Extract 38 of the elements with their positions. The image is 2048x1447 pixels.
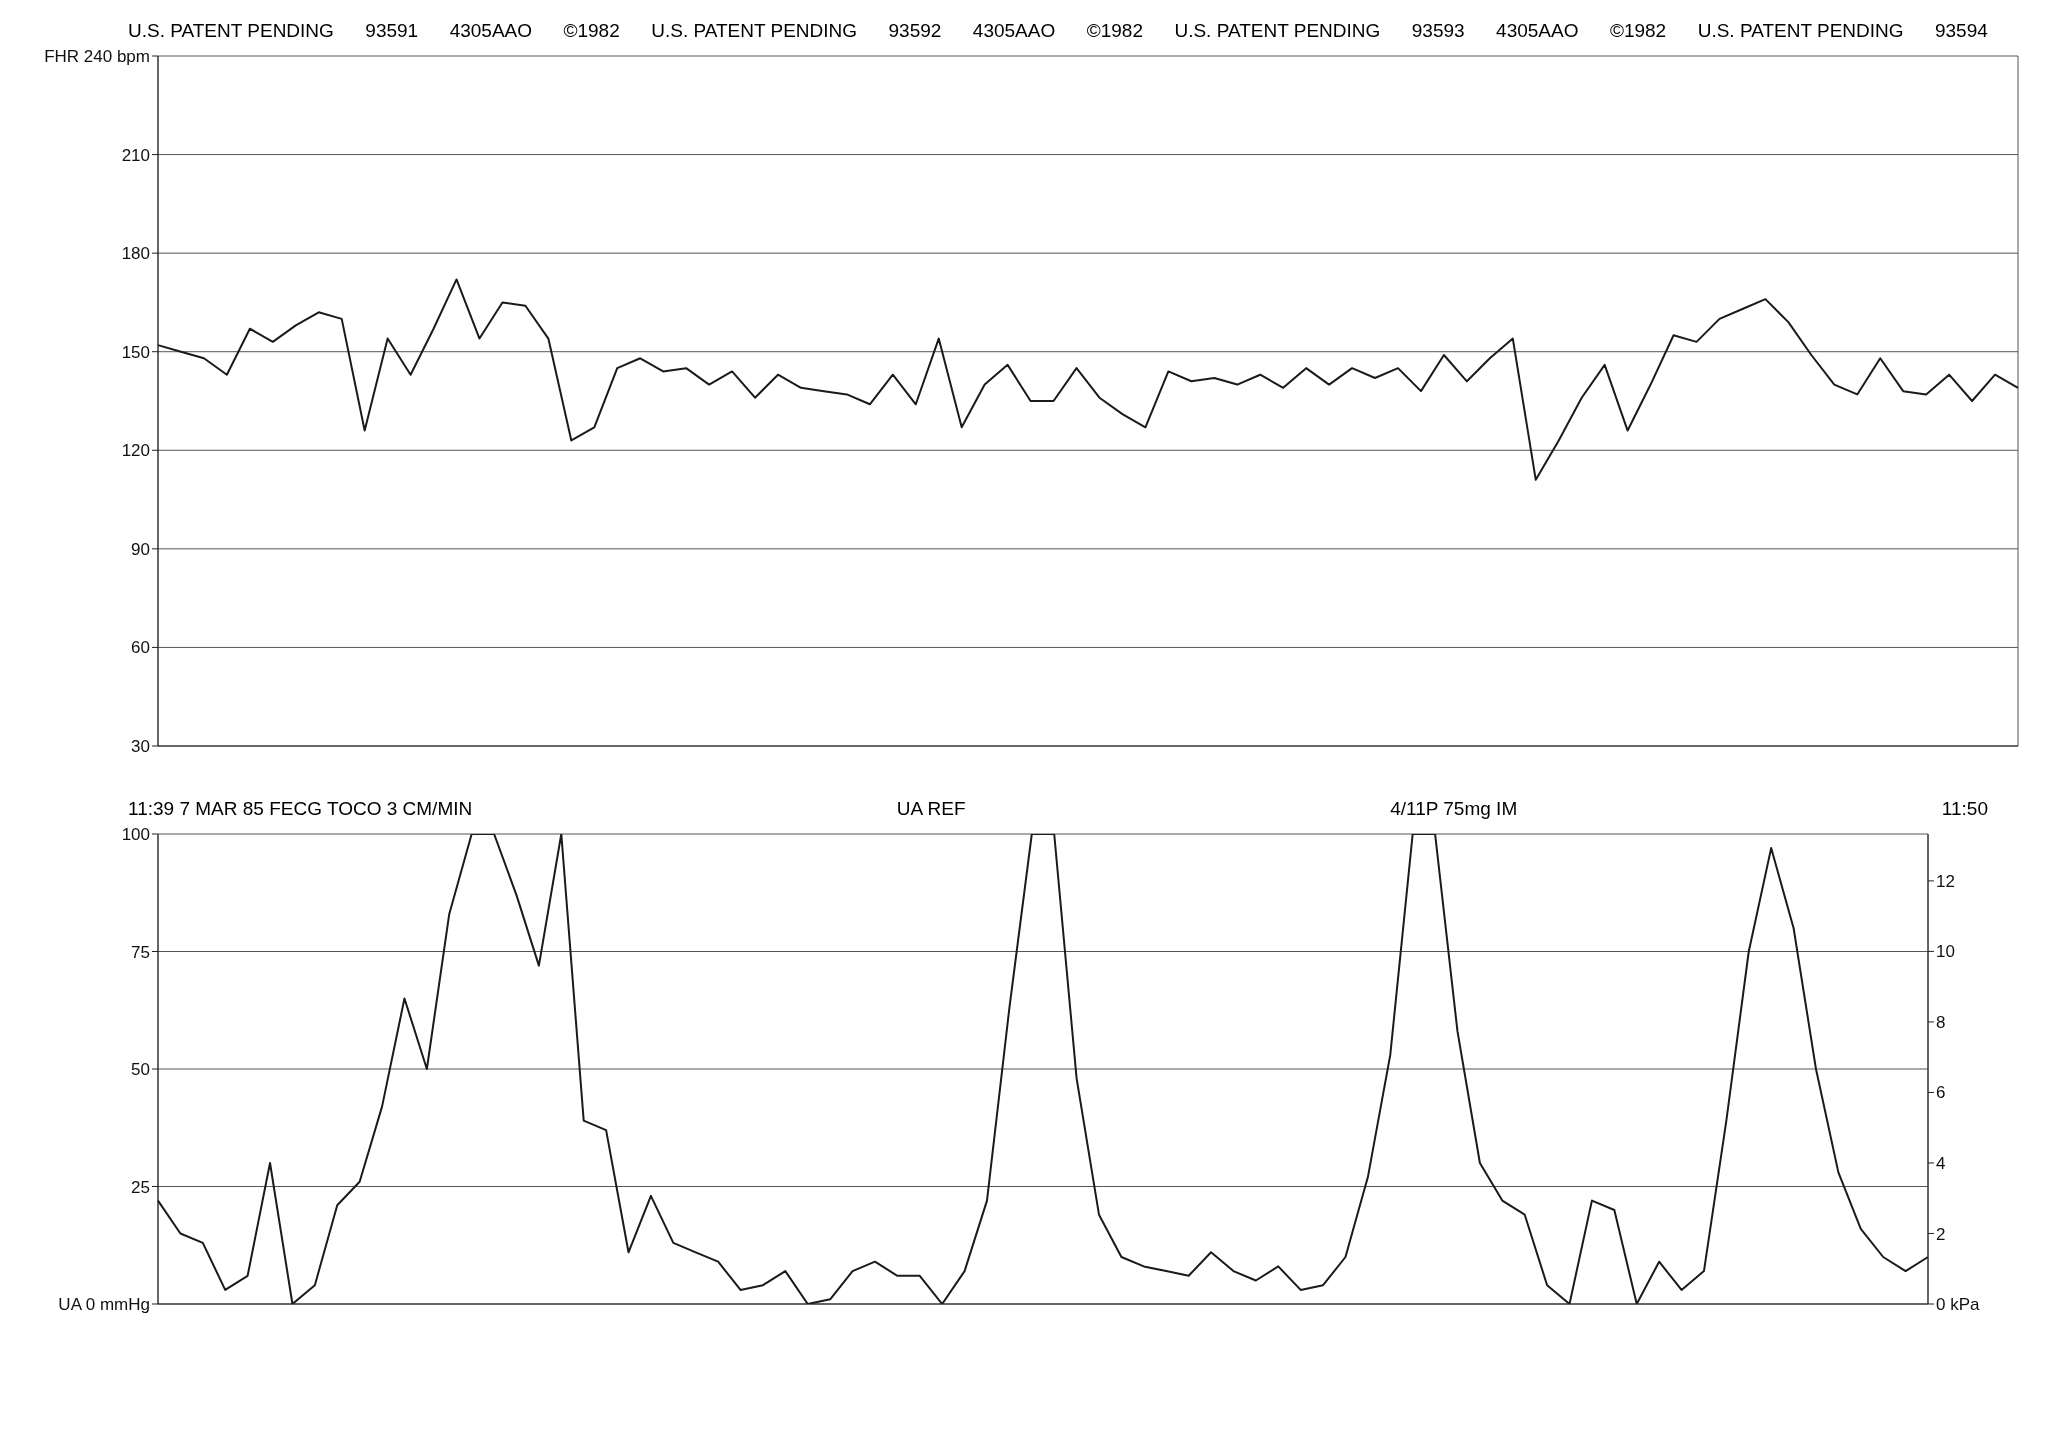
text: U.S. PATENT PENDING (1697, 20, 1904, 42)
y-tick-label: 60 (131, 638, 150, 658)
text: 4305AAO (972, 20, 1056, 42)
text: 93591 (365, 20, 419, 42)
y-tick-label: 50 (131, 1060, 150, 1080)
text: U.S. PATENT PENDING (1174, 20, 1381, 42)
y-tick-label: 100 (121, 825, 150, 845)
y2-tick-label: 0 kPa (1936, 1295, 1981, 1315)
y-tick-label: 90 (131, 539, 150, 559)
text: 93593 (1411, 20, 1465, 42)
y2-tick-label: 10 (1936, 942, 1955, 962)
text: 11:50 (1941, 798, 1988, 820)
text: ©1982 (1609, 20, 1667, 42)
y-tick-label: 150 (121, 342, 150, 362)
text: U.S. PATENT PENDING (651, 20, 858, 42)
y-tick-label: UA 0 mmHg (58, 1295, 150, 1315)
y-tick-label: 75 (131, 942, 150, 962)
text: ©1982 (1086, 20, 1143, 42)
text: 93592 (888, 20, 942, 42)
y-tick-label: 30 (131, 737, 150, 757)
y2-tick-label: 6 (1936, 1083, 1946, 1103)
y2-tick-label: 2 (1936, 1224, 1946, 1244)
y-tick-label: 180 (121, 244, 150, 264)
text: 93594 (1934, 20, 1988, 42)
y2-tick-label: 4 (1936, 1154, 1946, 1173)
text: 11:39 7 MAR 85 FECG TOCO 3 CM/MIN (128, 798, 473, 820)
y-tick-label: 25 (131, 1177, 150, 1197)
text: 4305AAO (449, 20, 533, 42)
y-tick-label: 210 (121, 145, 150, 165)
text: 4/11P 75mg IM (1390, 798, 1518, 820)
y-tick-label: 120 (121, 441, 150, 461)
text: UA REF (896, 798, 966, 820)
text: U.S. PATENT PENDING (128, 20, 334, 42)
text: ©1982 (563, 20, 620, 42)
y2-tick-label: 12 (1936, 871, 1955, 891)
y2-tick-label: 8 (1936, 1012, 1946, 1032)
y-tick-label: FHR 240 bpm (44, 47, 150, 67)
text: 4305AAO (1496, 20, 1579, 42)
